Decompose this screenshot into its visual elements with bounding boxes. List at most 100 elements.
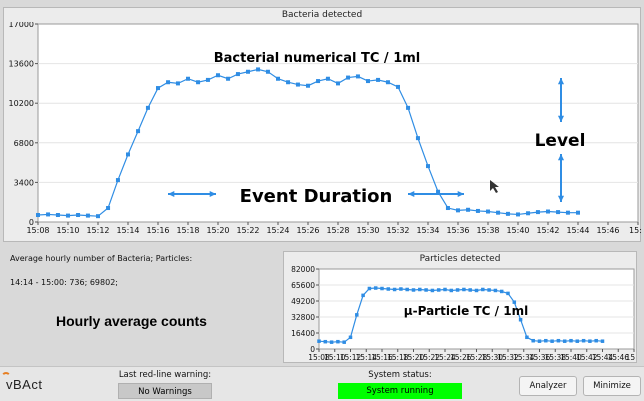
data-point	[565, 210, 570, 215]
data-point	[126, 152, 130, 157]
x-tick-label: 15:20	[206, 226, 229, 235]
data-point	[506, 291, 510, 296]
x-tick-label: 15:14	[116, 226, 139, 235]
x-tick-label: 15:28	[466, 353, 488, 362]
data-point	[445, 206, 450, 211]
x-tick-label: 15:42	[576, 353, 598, 362]
data-point	[376, 77, 381, 82]
particles-panel-title: Particles detected	[419, 254, 501, 264]
x-tick-label: 15:20	[403, 353, 425, 362]
x-tick-label: 15:12	[340, 353, 362, 362]
data-point	[581, 338, 586, 343]
x-tick-label: 15:34	[513, 353, 535, 362]
data-point	[436, 189, 441, 194]
x-tick-label: 15:26	[296, 226, 319, 235]
data-point	[361, 293, 365, 298]
data-point	[265, 69, 270, 74]
logo-arc-icon	[1, 372, 11, 382]
x-tick-label: 15:38	[544, 353, 566, 362]
x-tick-label: 15:08	[26, 226, 49, 235]
data-point	[76, 213, 81, 218]
y-tick-label: 82000	[291, 266, 315, 274]
data-point	[576, 210, 580, 215]
data-point	[329, 340, 334, 344]
data-point	[367, 286, 372, 291]
data-point	[516, 212, 520, 217]
data-point	[380, 286, 384, 291]
data-point	[569, 338, 573, 343]
data-point	[418, 287, 422, 292]
minimize-button[interactable]: Minimize	[583, 376, 641, 396]
data-point	[235, 72, 240, 77]
x-tick-label: 15:30	[356, 226, 379, 235]
data-point	[496, 210, 501, 215]
data-point	[512, 300, 517, 304]
x-tick-label: 15:24	[266, 226, 289, 235]
last-warning-value: No Warnings	[118, 383, 212, 399]
data-point	[325, 76, 330, 81]
level-arrow-down-head	[557, 154, 565, 161]
data-point	[550, 339, 554, 343]
data-point	[499, 289, 504, 294]
level-arrow-down-head	[557, 195, 565, 202]
x-tick-label: 15:30	[481, 353, 503, 362]
level-label: Level	[535, 131, 586, 151]
analyzer-button[interactable]: Analyzer	[519, 376, 577, 396]
data-point	[386, 287, 391, 291]
y-tick-label: 3400	[14, 178, 34, 187]
data-point	[366, 79, 370, 84]
particles-chart: 8200065600492003280016400015:0815:1015:1…	[291, 266, 636, 362]
data-point	[443, 287, 447, 292]
data-point	[399, 287, 403, 291]
data-point	[317, 339, 321, 343]
data-point	[487, 288, 491, 292]
x-tick-label: 15:16	[371, 353, 393, 362]
data-point	[537, 339, 542, 343]
data-point	[526, 211, 531, 216]
data-point	[481, 287, 485, 292]
data-point	[355, 74, 360, 79]
data-point	[115, 178, 120, 183]
data-point	[411, 288, 416, 292]
data-point	[426, 164, 430, 169]
average-info-line1: Average hourly number of Bacteria; Parti…	[10, 254, 193, 263]
x-tick-label: 15:46	[607, 353, 629, 362]
bacteria-annotation-title: Bacterial numerical TC / 1ml	[214, 51, 421, 66]
data-point	[518, 317, 523, 322]
data-point	[588, 339, 592, 343]
x-tick-label: 15:4	[629, 226, 642, 235]
level-arrow-up-head	[557, 78, 565, 85]
data-point	[226, 76, 231, 81]
event-arrow-right-head	[457, 190, 464, 198]
x-tick-label: 15:22	[418, 353, 440, 362]
data-point	[166, 80, 171, 85]
x-tick-label: 15:22	[236, 226, 259, 235]
data-point	[562, 339, 567, 343]
data-point	[355, 313, 359, 317]
data-point	[385, 80, 390, 85]
data-point	[373, 286, 378, 290]
data-point	[256, 67, 261, 72]
data-point	[525, 335, 529, 340]
data-point	[323, 339, 328, 344]
x-tick-label: 15:24	[434, 353, 456, 362]
data-point	[556, 210, 561, 215]
data-point	[175, 81, 180, 86]
hourly-average-label: Hourly average counts	[56, 313, 207, 329]
data-point	[336, 339, 340, 344]
x-tick-label: 15:10	[56, 226, 79, 235]
data-point	[316, 79, 321, 84]
data-point	[396, 84, 400, 89]
data-point	[449, 288, 454, 293]
data-point	[456, 208, 460, 213]
data-point	[600, 339, 605, 343]
data-point	[246, 69, 250, 74]
x-tick-label: 15:44	[592, 353, 614, 362]
y-tick-label: 16400	[291, 329, 315, 338]
status-bar: vBAct Last red-line warning: No Warnings…	[0, 366, 644, 401]
y-tick-label: 49200	[291, 297, 315, 306]
x-tick-label: 15:36	[446, 226, 469, 235]
data-point	[455, 288, 460, 292]
data-point	[346, 75, 351, 80]
x-tick-label: 15:10	[324, 353, 346, 362]
